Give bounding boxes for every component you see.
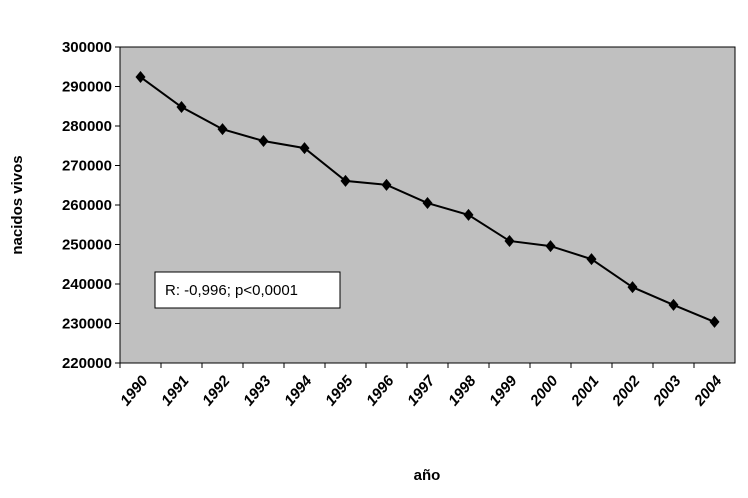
marker [217, 123, 228, 136]
y-tick-label: 260000 [62, 197, 112, 214]
annotation-box [154, 271, 341, 309]
x-tick-label: 2000 [526, 372, 562, 410]
y-tick-label: 290000 [62, 79, 112, 96]
marker [504, 234, 515, 247]
y-tick-label: 280000 [62, 118, 112, 135]
x-tick-label: 1994 [281, 372, 316, 409]
x-tick-label: 1998 [445, 372, 480, 409]
marker [627, 281, 638, 294]
x-tick-label: 1990 [117, 372, 152, 409]
x-axis-title: año [414, 467, 441, 484]
marker [709, 315, 720, 328]
marker [340, 174, 351, 187]
x-tick-label: 1996 [363, 372, 398, 409]
marker [463, 208, 474, 221]
x-tick-label: 1991 [158, 373, 192, 409]
marker [299, 142, 310, 155]
y-tick-label: 230000 [62, 316, 112, 333]
marker [135, 71, 146, 84]
y-axis-title: nacidos vivos [9, 155, 26, 254]
x-tick-label: 2001 [567, 373, 602, 410]
y-tick-label: 270000 [62, 158, 112, 175]
marker [381, 178, 392, 191]
y-tick-label: 220000 [62, 355, 112, 372]
x-tick-label: 1997 [404, 372, 439, 409]
x-tick-label: 2002 [608, 372, 644, 410]
marker [258, 135, 269, 148]
marker [422, 197, 433, 210]
marker [545, 240, 556, 253]
x-tick-label: 1993 [240, 372, 275, 409]
x-tick-label: 1992 [199, 372, 234, 409]
x-tick-label: 1999 [486, 372, 521, 409]
x-tick-label: 1995 [322, 372, 357, 409]
y-tick-label: 300000 [62, 39, 112, 56]
marker [668, 298, 679, 311]
annotation: R: -0,996; p<0,0001 [165, 282, 298, 299]
x-tick-label: 2003 [649, 372, 685, 410]
y-tick-label: 240000 [62, 276, 112, 293]
marker [176, 101, 187, 114]
x-tick-label: 2004 [690, 372, 726, 410]
marker [586, 253, 597, 266]
y-tick-label: 250000 [62, 237, 112, 254]
